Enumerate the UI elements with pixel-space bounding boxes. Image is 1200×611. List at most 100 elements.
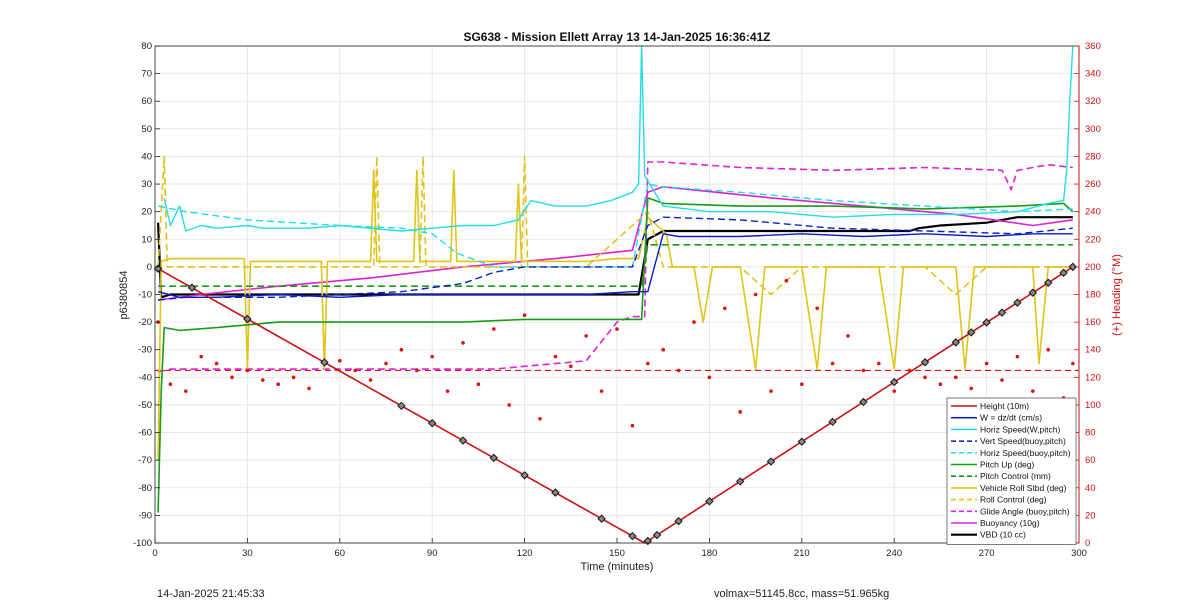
x-tick-label: 60: [335, 548, 346, 559]
heading-point: [553, 354, 558, 359]
heading-point: [923, 375, 927, 380]
heading-point: [445, 389, 450, 393]
y-tick-label: 20: [141, 207, 152, 218]
series-line-horiz-speed-w-pitch: [163, 45, 1074, 232]
legend-box: [946, 397, 1077, 545]
y-tick-label: 10: [141, 234, 152, 245]
height-marker: [551, 488, 560, 497]
chart-title: SG638 - Mission Ellett Array 13 14-Jan-2…: [463, 30, 770, 44]
y2-tick-label: 0: [1085, 538, 1090, 549]
x-tick-label: 150: [609, 548, 625, 559]
series-line-w-dz-dt-cm-s: [157, 233, 1073, 298]
y-tick-label: 40: [141, 151, 152, 162]
height-marker: [153, 264, 163, 273]
series-line-vert-speed-buoy-pitch: [158, 216, 1073, 301]
heading-point: [168, 382, 173, 387]
height-marker: [766, 457, 776, 466]
legend-label: Pitch Up (deg): [980, 460, 1034, 470]
heading-point: [769, 389, 773, 393]
x-tick-label: 270: [979, 548, 995, 559]
heading-point: [1071, 361, 1075, 366]
footer-summary: volmax=51145.8cc, mass=51.965kg: [714, 588, 890, 600]
y-tick-label: -20: [138, 317, 152, 328]
heading-point: [830, 361, 835, 366]
x-tick-label: 210: [794, 548, 810, 559]
height-marker: [828, 417, 837, 427]
heading-point: [1000, 378, 1004, 382]
x-axis-label: Time (minutes): [581, 561, 654, 573]
y-tick-label: -50: [138, 400, 152, 411]
heading-point: [1031, 389, 1035, 393]
height-marker: [966, 328, 976, 337]
y-tick-label: -70: [138, 455, 152, 466]
heading-point: [1015, 354, 1020, 359]
y-tick-label: -60: [138, 428, 152, 439]
heading-point: [738, 410, 742, 414]
height-marker: [889, 377, 899, 387]
heading-point: [969, 386, 973, 391]
y2-tick-label: 40: [1085, 483, 1096, 494]
heading-point: [861, 368, 866, 373]
footer-timestamp: 14-Jan-2025 21:45:33: [157, 588, 265, 600]
heading-point: [753, 292, 758, 297]
y2-tick-label: 60: [1085, 455, 1096, 466]
heading-point: [415, 368, 419, 373]
heading-point: [707, 375, 712, 380]
heading-point: [784, 278, 789, 283]
height-marker: [243, 314, 252, 324]
height-marker: [797, 437, 807, 446]
height-marker: [674, 516, 683, 526]
height-marker: [735, 477, 745, 486]
heading-point: [661, 347, 665, 352]
y2-tick-label: 120: [1085, 372, 1101, 383]
heading-point: [846, 334, 850, 338]
x-tick-label: 240: [886, 548, 902, 559]
heading-point: [800, 382, 804, 387]
heading-point: [261, 378, 265, 382]
y-tick-label: 30: [141, 179, 152, 190]
heading-point: [184, 389, 188, 393]
height-marker: [1028, 288, 1038, 297]
x-tick-label: 120: [517, 548, 533, 559]
y-tick-label: 0: [147, 262, 152, 273]
heading-point: [538, 416, 542, 421]
y-tick-label: -40: [138, 372, 152, 383]
x-tick-label: 300: [1071, 548, 1087, 559]
height-marker: [982, 318, 991, 327]
y2-tick-label: 320: [1085, 96, 1101, 107]
heading-point: [599, 389, 604, 393]
y2-tick-label: 180: [1085, 290, 1101, 301]
height-marker: [187, 283, 197, 292]
legend-label: W = dz/dt (cm/s): [980, 413, 1042, 423]
x-tick-label: 30: [242, 548, 253, 559]
series-line-glide-angle-buoy-pitch: [157, 161, 1073, 373]
heading-point: [492, 327, 496, 331]
heading-point: [214, 361, 219, 366]
legend-label: Horiz Speed(W,pitch): [980, 424, 1060, 434]
height-marker: [997, 308, 1007, 317]
legend-label: Height (10m): [980, 401, 1029, 411]
heading-point: [907, 368, 912, 373]
y2-tick-label: 280: [1085, 151, 1101, 162]
height-marker: [1059, 268, 1068, 278]
heading-point: [584, 334, 588, 338]
heading-point: [230, 375, 234, 380]
heading-point: [291, 375, 296, 380]
x-tick-label: 90: [427, 548, 438, 559]
heading-point: [676, 368, 681, 373]
y2-tick-label: 340: [1085, 69, 1101, 80]
height-marker: [1068, 262, 1078, 272]
y2-axis-label: (+) Heading (°M): [1111, 254, 1123, 336]
y2-tick-label: 80: [1085, 428, 1096, 439]
y2-tick-label: 260: [1085, 179, 1101, 190]
legend-label: Pitch Control (mm): [980, 471, 1051, 481]
heading-point: [954, 375, 958, 380]
y-tick-label: -80: [138, 483, 152, 494]
legend-label: Buoyancy (10g): [980, 518, 1040, 528]
y2-tick-label: 160: [1085, 317, 1101, 328]
heading-point: [199, 354, 203, 359]
x-tick-label: 0: [152, 548, 157, 559]
heading-point: [307, 386, 311, 391]
legend-label: Glide Angle (buoy,pitch): [980, 506, 1070, 516]
